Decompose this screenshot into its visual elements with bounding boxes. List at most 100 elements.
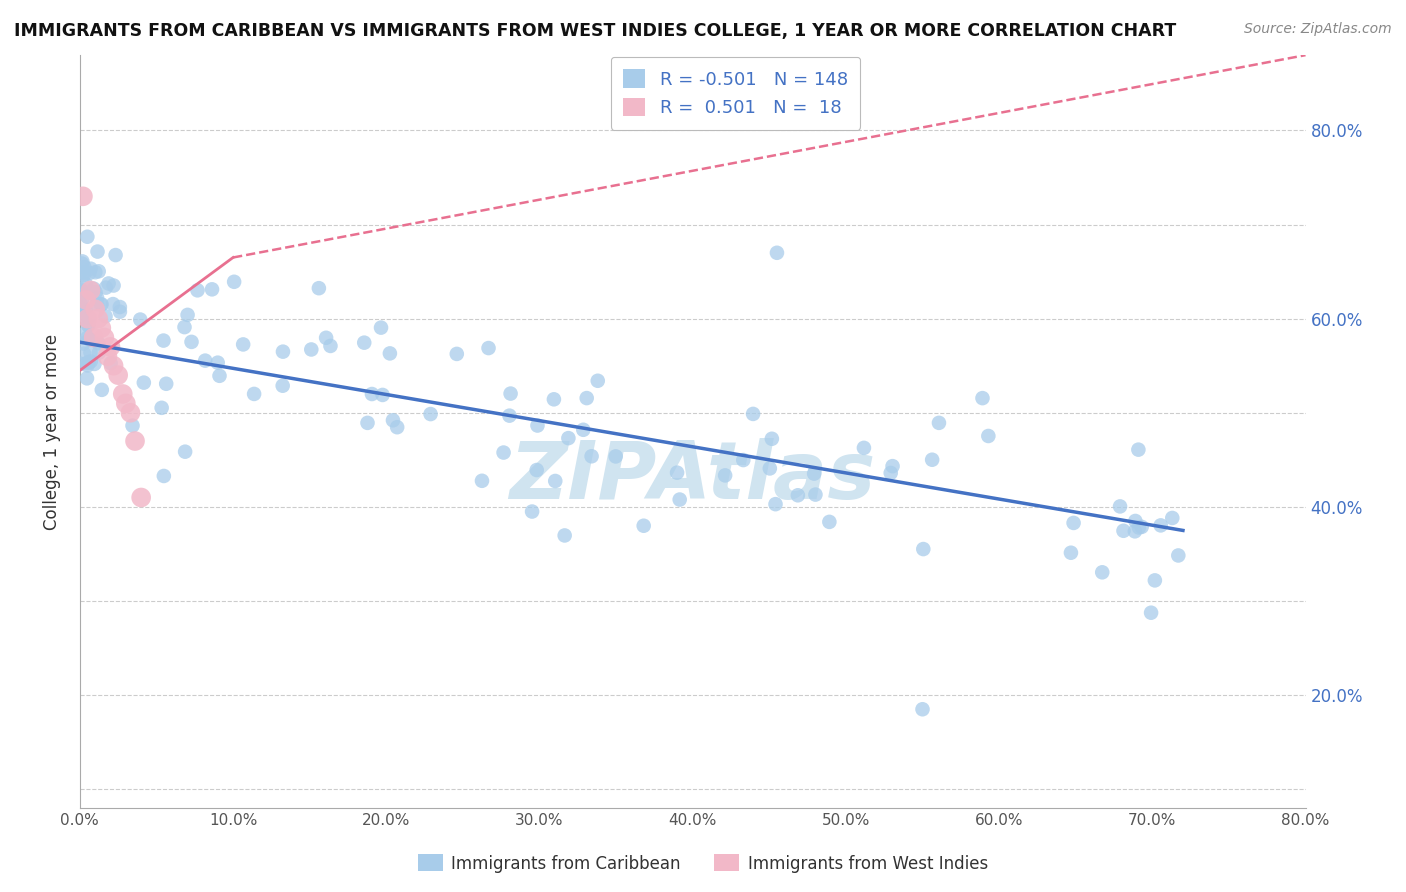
Point — [75, 293, 97, 307]
Point — [107, 368, 129, 383]
Point — [87, 336, 110, 351]
Point — [84, 285, 107, 300]
Point — [308, 281, 330, 295]
Point — [759, 461, 782, 475]
Point — [477, 341, 499, 355]
Point — [804, 487, 827, 501]
Point — [1109, 500, 1132, 514]
Point — [103, 359, 125, 373]
Point — [94, 310, 117, 324]
Point — [180, 334, 202, 349]
Point — [765, 497, 787, 511]
Point — [299, 343, 322, 357]
Point — [100, 356, 122, 370]
Point — [880, 466, 903, 480]
Point — [353, 335, 375, 350]
Point — [361, 387, 384, 401]
Point — [526, 463, 548, 477]
Point — [1140, 606, 1163, 620]
Point — [77, 310, 100, 325]
Point — [76, 330, 98, 344]
Point — [977, 429, 1000, 443]
Point — [543, 392, 565, 407]
Point — [1143, 574, 1166, 588]
Point — [104, 248, 127, 262]
Point — [76, 359, 98, 373]
Point — [108, 304, 131, 318]
Point — [912, 542, 935, 557]
Point — [232, 337, 254, 351]
Point — [575, 391, 598, 405]
Point — [114, 396, 136, 410]
Point — [153, 469, 176, 483]
Point — [378, 346, 401, 360]
Text: Source: ZipAtlas.com: Source: ZipAtlas.com — [1244, 22, 1392, 37]
Point — [70, 301, 93, 316]
Point — [186, 283, 208, 297]
Point — [786, 488, 808, 502]
Point — [97, 277, 120, 291]
Y-axis label: College, 1 year or more: College, 1 year or more — [44, 334, 60, 530]
Point — [818, 515, 841, 529]
Point — [742, 407, 765, 421]
Point — [1125, 514, 1147, 528]
Point — [315, 331, 337, 345]
Point — [733, 453, 755, 467]
Point — [87, 264, 110, 278]
Point — [271, 344, 294, 359]
Point — [921, 452, 943, 467]
Point — [526, 418, 548, 433]
Point — [72, 291, 94, 305]
Point — [201, 282, 224, 296]
Point — [77, 355, 100, 369]
Point — [77, 318, 100, 332]
Point — [586, 374, 609, 388]
Point — [972, 391, 994, 405]
Point — [79, 333, 101, 347]
Point — [882, 459, 904, 474]
Point — [90, 297, 112, 311]
Point — [72, 336, 94, 351]
Point — [852, 441, 875, 455]
Point — [70, 284, 93, 298]
Point — [75, 310, 97, 325]
Point — [87, 311, 110, 326]
Point — [79, 261, 101, 276]
Point — [69, 287, 91, 301]
Point — [271, 378, 294, 392]
Point — [471, 474, 494, 488]
Point — [581, 450, 603, 464]
Point — [208, 368, 231, 383]
Point — [77, 266, 100, 280]
Point — [1128, 442, 1150, 457]
Legend: R = -0.501   N = 148, R =  0.501   N =  18: R = -0.501 N = 148, R = 0.501 N = 18 — [610, 56, 860, 129]
Point — [370, 320, 392, 334]
Point — [72, 254, 94, 268]
Point — [554, 528, 576, 542]
Text: IMMIGRANTS FROM CARIBBEAN VS IMMIGRANTS FROM WEST INDIES COLLEGE, 1 YEAR OR MORE: IMMIGRANTS FROM CARIBBEAN VS IMMIGRANTS … — [14, 22, 1177, 40]
Point — [84, 265, 107, 279]
Point — [498, 409, 520, 423]
Point — [75, 277, 97, 292]
Point — [155, 376, 177, 391]
Point — [100, 340, 122, 354]
Point — [356, 416, 378, 430]
Point — [69, 307, 91, 321]
Point — [86, 244, 108, 259]
Point — [73, 346, 96, 360]
Point — [928, 416, 950, 430]
Point — [1128, 520, 1150, 534]
Point — [108, 300, 131, 314]
Point — [499, 386, 522, 401]
Point — [129, 491, 152, 505]
Point — [70, 256, 93, 270]
Point — [90, 383, 112, 397]
Point — [83, 282, 105, 296]
Point — [76, 311, 98, 326]
Point — [73, 303, 96, 318]
Point — [152, 334, 174, 348]
Point — [150, 401, 173, 415]
Point — [83, 330, 105, 344]
Point — [79, 284, 101, 298]
Point — [90, 297, 112, 311]
